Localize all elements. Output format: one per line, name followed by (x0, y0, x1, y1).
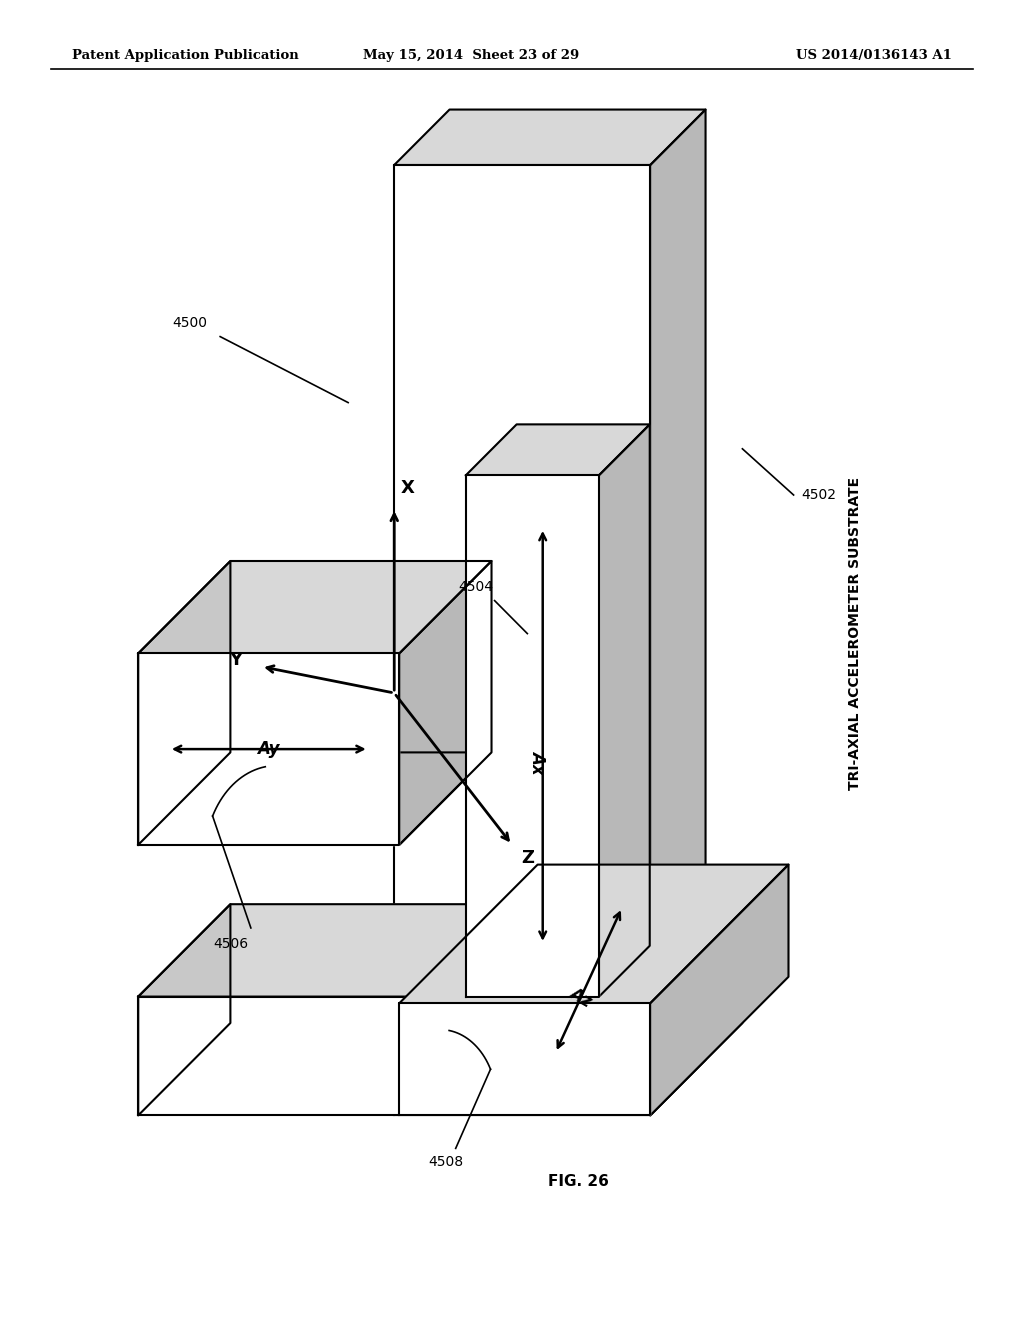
Text: US 2014/0136143 A1: US 2014/0136143 A1 (797, 49, 952, 62)
Polygon shape (399, 1003, 650, 1115)
Text: 4508: 4508 (428, 1155, 463, 1168)
Polygon shape (650, 904, 742, 1115)
Polygon shape (394, 110, 706, 165)
Text: 4504: 4504 (459, 581, 494, 594)
Polygon shape (466, 475, 599, 997)
Polygon shape (138, 653, 399, 845)
Polygon shape (394, 165, 650, 1115)
Text: X: X (400, 479, 415, 498)
Polygon shape (650, 865, 788, 1115)
Text: Patent Application Publication: Patent Application Publication (72, 49, 298, 62)
Polygon shape (650, 110, 706, 1115)
Text: Y: Y (229, 651, 242, 669)
Polygon shape (138, 752, 492, 845)
Text: May 15, 2014  Sheet 23 of 29: May 15, 2014 Sheet 23 of 29 (362, 49, 580, 62)
Text: 4500: 4500 (172, 317, 207, 330)
Text: Az: Az (566, 983, 594, 1011)
Polygon shape (138, 561, 492, 653)
Polygon shape (138, 997, 650, 1115)
Polygon shape (138, 561, 230, 845)
Polygon shape (399, 561, 492, 845)
Text: Z: Z (521, 849, 534, 867)
Text: 4502: 4502 (802, 488, 837, 502)
Text: Ax: Ax (528, 751, 547, 774)
Polygon shape (138, 904, 742, 997)
Text: FIG. 26: FIG. 26 (548, 1173, 609, 1189)
Polygon shape (138, 904, 230, 1115)
Text: Ay: Ay (258, 741, 280, 758)
Polygon shape (599, 425, 649, 997)
Polygon shape (466, 425, 649, 475)
Polygon shape (399, 865, 788, 1003)
Text: TRI-AXIAL ACCELEROMETER SUBSTRATE: TRI-AXIAL ACCELEROMETER SUBSTRATE (848, 477, 862, 791)
Text: 4506: 4506 (213, 937, 248, 950)
